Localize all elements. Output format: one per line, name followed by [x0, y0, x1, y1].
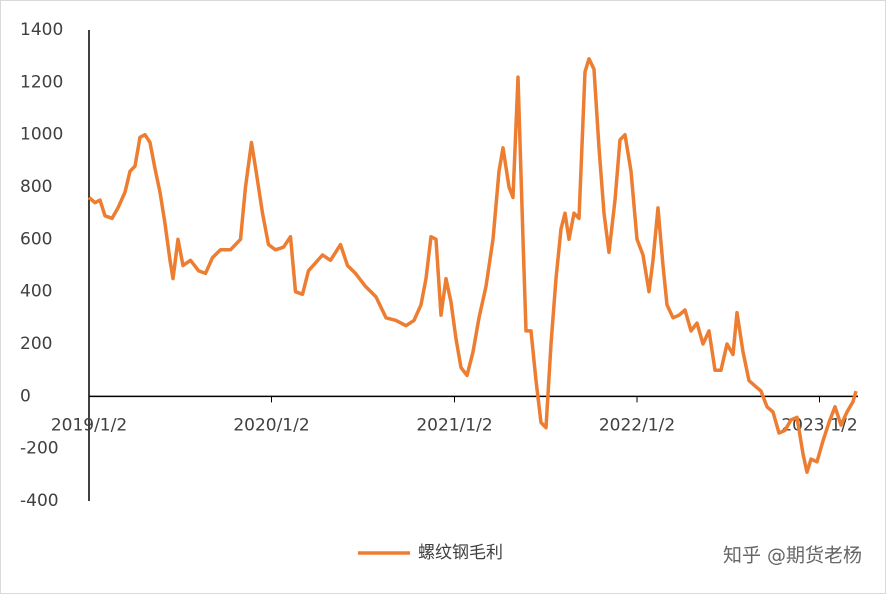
- y-tick-label: 400: [20, 282, 52, 302]
- y-tick-label: -400: [20, 491, 59, 511]
- x-tick-label: 2022/1/2: [599, 415, 675, 435]
- x-tick-label: 2020/1/2: [233, 415, 309, 435]
- y-tick-label: 0: [20, 386, 31, 406]
- y-tick-label: 600: [20, 229, 52, 249]
- x-tick-label: 2019/1/2: [51, 415, 127, 435]
- y-tick-label: -200: [20, 439, 59, 459]
- x-tick-label: 2021/1/2: [416, 415, 492, 435]
- y-tick-label: 1400: [20, 20, 63, 40]
- line-series: [87, 57, 858, 474]
- y-tick-label: 1200: [20, 72, 63, 92]
- y-tick-label: 200: [20, 334, 52, 354]
- watermark: 知乎 @期货老杨: [723, 545, 862, 567]
- legend-label: 螺纹钢毛利: [418, 543, 503, 563]
- y-tick-label: 1000: [20, 125, 63, 145]
- y-tick-label: 800: [20, 177, 52, 197]
